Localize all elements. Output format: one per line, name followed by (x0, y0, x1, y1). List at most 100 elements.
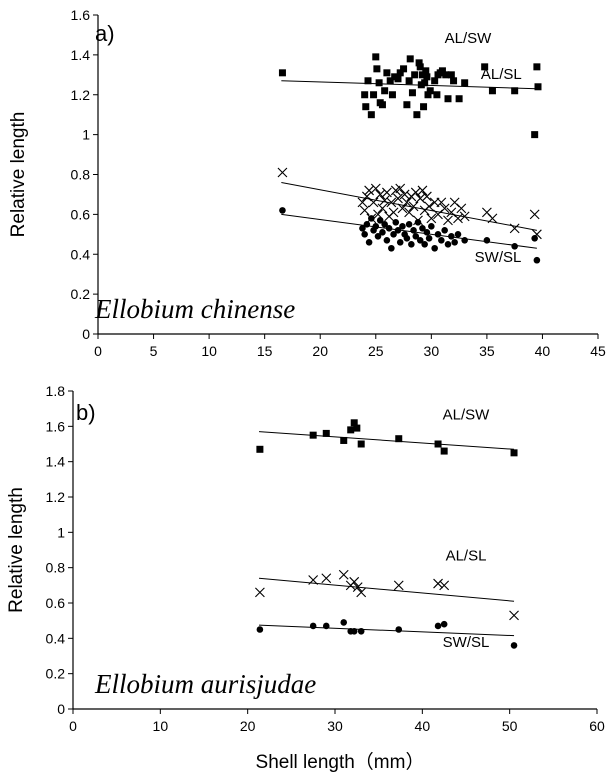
point-al-sl (357, 197, 368, 208)
point-sw-sl (368, 215, 375, 222)
point-al-sw (534, 83, 542, 91)
point-al-sw (411, 71, 419, 79)
point-al-sl (386, 197, 397, 208)
point-sw-sl (365, 238, 373, 246)
y-tick-label: 0.2 (46, 666, 66, 682)
point-sw-sl (376, 217, 384, 224)
y-tick-label: 1.6 (46, 418, 66, 434)
x-tick-label: 25 (368, 343, 384, 359)
point-sw-sl (399, 223, 406, 230)
point-al-sw (416, 63, 424, 71)
x-tick-label: 0 (69, 718, 77, 734)
point-sw-sl (363, 221, 371, 228)
point-al-sl (453, 213, 463, 224)
point-sw-sl (421, 240, 428, 248)
y-tick-label: 1.6 (71, 7, 91, 23)
point-al-sw (420, 103, 428, 111)
point-sw-sl (438, 236, 445, 244)
y-tick-label: 1.8 (46, 383, 66, 399)
y-tick-label: 1 (82, 127, 90, 143)
y-tick-label: 0.2 (71, 286, 91, 302)
point-sw-sl (372, 223, 380, 230)
point-al-sl (424, 201, 434, 212)
x-axis-label: Shell length（mm） (256, 751, 425, 773)
point-al-sw (440, 447, 448, 455)
series-label-al-sw: AL/SW (443, 406, 491, 423)
point-sw-sl (279, 207, 286, 214)
point-al-sw (510, 449, 518, 457)
y-tick-label: 0.6 (71, 206, 91, 222)
y-tick-label: 1.4 (46, 454, 66, 470)
point-sw-sl (408, 240, 415, 248)
point-sw-sl (444, 240, 452, 248)
point-sw-sl (412, 233, 420, 240)
point-sw-sl (414, 219, 422, 226)
y-axis-label: Relative length (8, 112, 29, 238)
x-tick-label: 20 (240, 718, 256, 734)
point-sw-sl (448, 233, 455, 240)
point-al-sl (368, 197, 379, 208)
point-al-sw (373, 65, 381, 73)
point-sw-sl (361, 231, 368, 238)
trendline-al-sl (281, 181, 537, 231)
point-sw-sl (531, 235, 538, 242)
point-al-sl (255, 587, 265, 598)
trendline-sw-sl (281, 213, 537, 249)
x-tick-label: 35 (479, 343, 495, 359)
point-al-sw (413, 111, 421, 119)
point-al-sl (395, 183, 406, 194)
point-al-sw (415, 59, 423, 67)
point-al-sl (433, 578, 443, 589)
point-al-sw (378, 101, 386, 109)
point-al-sl (422, 191, 432, 202)
point-al-sw (364, 77, 372, 85)
point-al-sw (426, 87, 434, 95)
point-al-sw (309, 431, 317, 439)
point-al-sl (308, 575, 319, 585)
point-sw-sl (431, 244, 438, 252)
point-al-sl (399, 189, 410, 200)
trendline-al-sw (258, 431, 515, 450)
point-al-sw (418, 71, 426, 79)
y-tick-label: 0.8 (46, 560, 66, 576)
point-al-sw (455, 95, 463, 103)
point-sw-sl (510, 642, 518, 649)
point-al-sl (408, 201, 419, 212)
point-sw-sl (395, 626, 403, 633)
point-sw-sl (441, 227, 448, 234)
point-al-sl (459, 211, 470, 222)
point-sw-sl (381, 221, 388, 228)
y-tick-label: 0.4 (46, 630, 66, 646)
x-tick-label: 60 (589, 718, 605, 734)
point-al-sl (393, 580, 404, 591)
point-al-sl (443, 215, 453, 226)
point-sw-sl (390, 231, 397, 238)
point-al-sw (278, 69, 286, 77)
y-tick-label: 0 (57, 701, 65, 717)
point-al-sl (436, 197, 447, 208)
point-sw-sl (392, 219, 400, 226)
x-tick-label: 30 (424, 343, 440, 359)
point-al-sw (423, 73, 431, 81)
panel-b-chart: 0 0.2 0.4 0.6 0.8 1 1.2 1.4 1.6 1.8 0 10 20 30 40 50 60 R… (6, 383, 605, 734)
point-al-sl (375, 189, 386, 200)
point-al-sw (386, 77, 394, 85)
point-al-sl (388, 207, 399, 218)
point-sw-sl (511, 242, 518, 250)
point-al-sw (396, 69, 404, 77)
point-al-sl (370, 183, 381, 194)
point-al-sl (321, 573, 332, 584)
point-al-sl (529, 209, 540, 220)
point-al-sw (447, 71, 455, 79)
point-al-sw (361, 91, 369, 99)
point-al-sw (488, 87, 496, 95)
point-sw-sl (340, 619, 348, 626)
y-tick-label: 1 (57, 524, 65, 540)
point-al-sw (450, 77, 458, 85)
y-tick-label: 1.2 (71, 87, 91, 103)
point-al-sl (352, 582, 363, 592)
point-al-sw (424, 91, 432, 99)
point-al-sl (417, 185, 428, 196)
point-sw-sl (359, 225, 366, 232)
